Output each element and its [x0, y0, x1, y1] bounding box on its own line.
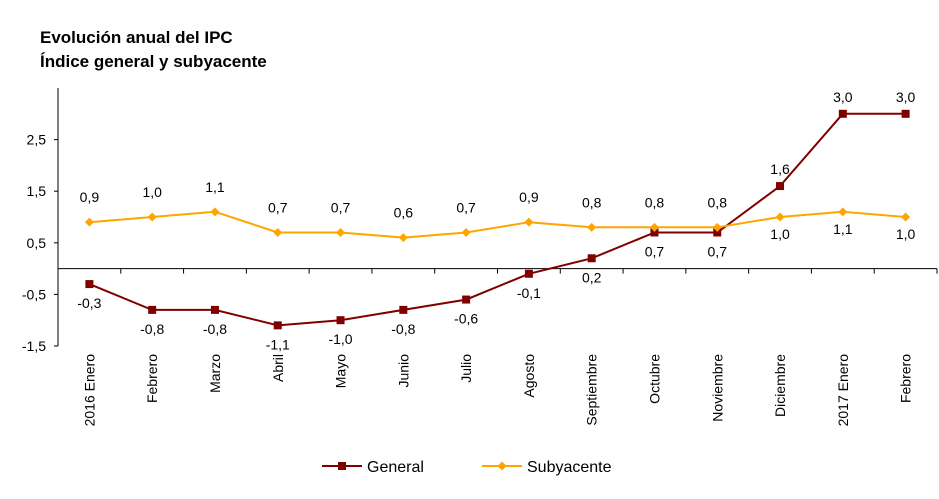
subyacente-point [84, 217, 94, 227]
subyacente-point [398, 233, 408, 243]
x-tick-label: Septiembre [584, 354, 600, 426]
general-point [148, 305, 157, 314]
general-data-label: -0,6 [454, 311, 478, 327]
general-point [650, 228, 659, 237]
general-data-label: -0,8 [140, 321, 164, 337]
chart-title: Evolución anual del IPC [40, 28, 233, 47]
x-tick-label: Julio [458, 354, 474, 383]
chart-subtitle: Índice general y subyacente [40, 52, 267, 71]
subyacente-data-label: 0,8 [645, 194, 665, 210]
general-point [524, 269, 533, 278]
subyacente-data-label: 0,9 [80, 189, 100, 205]
general-point [713, 228, 722, 237]
subyacente-point [461, 227, 471, 237]
x-tick-label: Agosto [521, 354, 537, 398]
general-point [838, 109, 847, 118]
subyacente-point [649, 222, 659, 232]
general-point [85, 280, 94, 289]
y-tick-label: 0,5 [27, 235, 47, 251]
chart-title-block: Evolución anual del IPC Índice general y… [40, 26, 267, 74]
x-tick-label: Noviembre [709, 354, 725, 422]
general-data-label: 3,0 [833, 89, 853, 105]
x-tick-label: Marzo [207, 354, 223, 393]
general-data-label: 3,0 [896, 89, 916, 105]
general-point [776, 182, 785, 191]
subyacente-point [712, 222, 722, 232]
y-tick-label: -1,5 [22, 338, 46, 354]
general-point [587, 254, 596, 263]
series-line-subyacente [89, 210, 906, 239]
general-data-label: -0,1 [517, 285, 541, 301]
subyacente-point [273, 227, 283, 237]
subyacente-data-label: 0,8 [582, 194, 602, 210]
subyacente-data-label: 1,1 [205, 179, 225, 195]
x-tick-label: Junio [395, 354, 411, 388]
general-data-label: -1,1 [266, 336, 290, 352]
subyacente-data-label: 0,7 [331, 199, 351, 215]
subyacente-data-label: 0,8 [708, 194, 728, 210]
general-data-label: -0,8 [391, 321, 415, 337]
general-data-label: 0,7 [645, 243, 665, 259]
subyacente-point [147, 212, 157, 222]
x-tick-label: Febrero [898, 354, 914, 403]
x-tick-label: 2016 Enero [81, 354, 97, 427]
general-data-label: -1,0 [328, 331, 352, 347]
general-data-label: -0,3 [77, 295, 101, 311]
x-tick-label: Abril [270, 354, 286, 382]
subyacente-point [587, 222, 597, 232]
x-tick-label: Mayo [333, 354, 349, 388]
x-tick-label: Febrero [144, 354, 160, 403]
x-tick-label: Diciembre [772, 354, 788, 417]
legend-general-label: General [367, 459, 424, 476]
general-point [901, 109, 910, 118]
subyacente-point [524, 217, 534, 227]
legend-subyacente-marker [497, 461, 507, 471]
y-tick-label: 1,5 [27, 183, 47, 199]
y-tick-label: -0,5 [22, 286, 46, 302]
subyacente-data-label: 1,0 [896, 226, 916, 242]
subyacente-data-label: 0,9 [519, 189, 539, 205]
subyacente-data-label: 1,0 [770, 226, 790, 242]
subyacente-data-label: 1,1 [833, 221, 853, 237]
subyacente-point [775, 212, 785, 222]
x-tick-label: Octubre [646, 354, 662, 404]
subyacente-data-label: 0,6 [394, 205, 414, 221]
subyacente-point [838, 207, 848, 217]
general-point [462, 295, 471, 304]
subyacente-point [336, 227, 346, 237]
general-point [399, 305, 408, 314]
general-data-label: -0,8 [203, 321, 227, 337]
subyacente-data-label: 0,7 [456, 199, 476, 215]
legend-subyacente-label: Subyacente [527, 459, 612, 476]
general-data-label: 1,6 [770, 161, 790, 177]
subyacente-point [901, 212, 911, 222]
subyacente-point [210, 207, 220, 217]
x-tick-label: 2017 Enero [835, 354, 851, 427]
general-data-label: 0,7 [708, 243, 728, 259]
general-point [210, 305, 219, 314]
general-data-label: 0,2 [582, 269, 602, 285]
subyacente-data-label: 0,7 [268, 199, 288, 215]
y-tick-label: 2,5 [27, 132, 47, 148]
general-point [273, 321, 282, 330]
legend-general-marker [338, 462, 346, 470]
series-line-general [89, 112, 906, 327]
general-point [336, 316, 345, 325]
subyacente-data-label: 1,0 [142, 184, 162, 200]
